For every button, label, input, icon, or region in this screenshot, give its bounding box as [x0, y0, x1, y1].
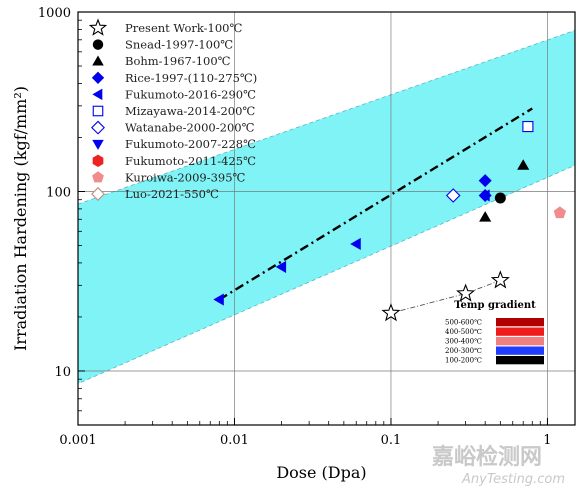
legend-marker	[92, 171, 104, 183]
plot-area	[77, 11, 576, 425]
legend-marker	[92, 105, 104, 117]
legend-label: Fukumoto-2011-425℃	[125, 154, 256, 168]
legend-label: Luo-2021-550℃	[125, 187, 219, 201]
data-point-series-9	[553, 206, 567, 219]
legend-label: Snead-1997-100℃	[125, 38, 233, 52]
temp-gradient-swatch	[496, 327, 544, 336]
x-tick-label: 1	[543, 433, 551, 448]
temp-gradient-label: 400-500℃	[445, 328, 482, 336]
legend-marker	[92, 39, 104, 50]
data-point-series-0	[456, 283, 476, 302]
y-axis-title: Irradiation Hardening (kgf/mm²)	[11, 86, 30, 351]
legend-label: Fukumoto-2007-228℃	[125, 137, 256, 151]
x-tick-label: 0.001	[59, 433, 96, 448]
data-point-series-5	[522, 121, 534, 133]
data-point-series-3	[478, 174, 492, 188]
legend: Present Work-100℃ Snead-1997-100℃ Bohm-196…	[88, 18, 257, 201]
legend-label: Rice-1997-(110-275℃)	[125, 71, 257, 85]
y-tick-label: 10	[54, 365, 71, 380]
data-point-series-0	[381, 303, 401, 322]
data-point-series-6	[445, 188, 461, 203]
data-point-series-4	[275, 260, 287, 273]
temp-gradient-swatch	[496, 337, 544, 346]
data-point-series-2	[517, 159, 530, 170]
watermark: 嘉峪检测网 AnyTesting.com	[432, 444, 565, 487]
temp-gradient-label: 100-200℃	[445, 357, 482, 365]
plot-frame	[77, 11, 576, 426]
data-point-series-0	[490, 270, 510, 289]
x-axis-title: Dose (Dpa)	[276, 463, 366, 482]
data-point-series-4	[213, 293, 224, 306]
temp-gradient-swatch	[496, 346, 544, 355]
legend-label: Present Work-100℃	[125, 21, 242, 35]
legend-marker	[92, 55, 104, 66]
axes: 0.001 0.01 0.1 1 10 100 1000 Dose (Dpa) Irradiat…	[11, 6, 576, 482]
legend-marker	[91, 187, 105, 201]
data-point-series-1	[494, 192, 506, 204]
temp-gradient-label: 200-300℃	[445, 347, 482, 355]
temp-gradient-title: Temp gradient	[454, 300, 536, 311]
legend-marker	[92, 154, 104, 167]
data-point-series-4	[350, 237, 361, 251]
legend-marker	[91, 120, 105, 135]
data-point-series-4	[479, 189, 490, 202]
legend-label: Mizayawa-2014-200℃	[125, 104, 255, 118]
legend-marker	[92, 139, 104, 150]
legend-label: Watanabe-2000-200℃	[125, 121, 255, 135]
temp-gradient-swatch	[496, 356, 544, 365]
watermark-en: AnyTesting.com	[461, 472, 565, 487]
data-point-series-2	[479, 211, 492, 222]
x-tick-label: 0.1	[381, 433, 402, 448]
x-tick-label: 0.01	[220, 433, 249, 448]
legend-label: Bohm-1967-100℃	[125, 54, 231, 68]
temp-gradient-label: 300-400℃	[445, 338, 482, 346]
temp-gradient-swatch	[496, 318, 544, 327]
trend-line	[218, 107, 533, 301]
y-tick-label: 100	[46, 185, 71, 200]
legend-label: Kuroiwa-2009-395℃	[125, 170, 246, 184]
y-tick-label: 1000	[38, 6, 71, 21]
temp-gradient-label: 500-600℃	[445, 319, 482, 327]
watermark-cn: 嘉峪检测网	[432, 444, 542, 470]
legend-marker	[91, 71, 105, 84]
legend-marker	[92, 88, 103, 101]
legend-marker	[88, 18, 108, 36]
legend-label: Fukumoto-2016-290℃	[125, 87, 256, 101]
